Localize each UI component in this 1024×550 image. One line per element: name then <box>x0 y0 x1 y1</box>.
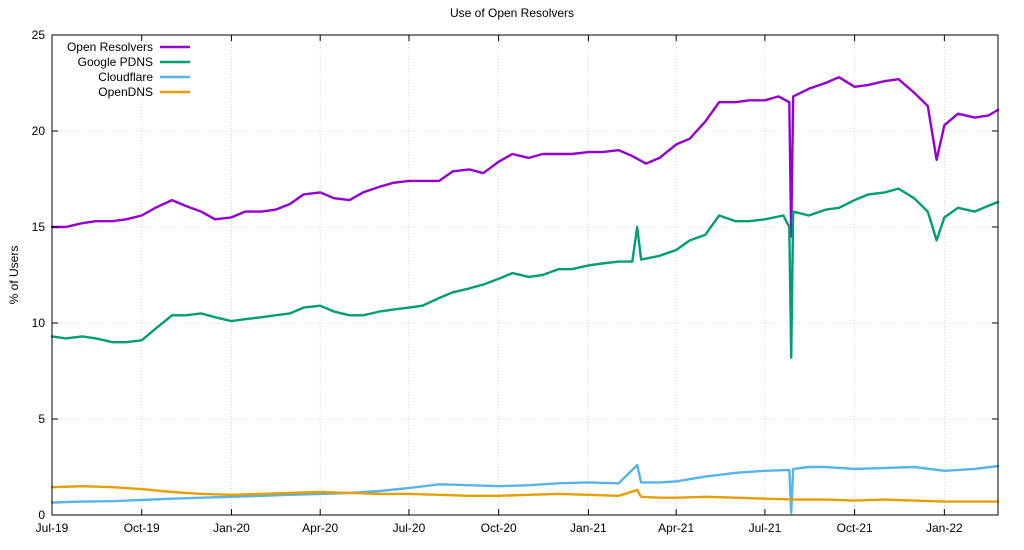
series-line-google-pdns <box>50 187 1000 359</box>
x-tick-label: Jul-19 <box>36 521 69 535</box>
legend-label: Cloudflare <box>98 70 153 84</box>
series-lines <box>50 76 1000 515</box>
series-line-open-resolvers <box>50 76 1000 238</box>
x-tick-label: Jul-21 <box>749 521 782 535</box>
y-tick-label: 25 <box>32 28 46 42</box>
legend-label: OpenDNS <box>98 85 153 99</box>
y-tick-label: 15 <box>32 220 46 234</box>
series-line-cloudflare <box>50 463 1000 515</box>
y-axis-label: % of Users <box>7 246 21 305</box>
x-tick-label: Apr-21 <box>658 521 694 535</box>
grid <box>52 35 998 515</box>
series-line-opendns <box>50 485 1000 503</box>
x-tick-label: Jan-22 <box>926 521 963 535</box>
x-tick-label: Oct-19 <box>124 521 160 535</box>
y-tick-label: 0 <box>38 508 45 522</box>
x-tick-label: Oct-20 <box>481 521 517 535</box>
legend-label: Google PDNS <box>78 55 153 69</box>
y-tick-label: 10 <box>32 316 46 330</box>
y-tick-label: 5 <box>38 412 45 426</box>
x-tick-label: Jan-20 <box>213 521 250 535</box>
x-tick-label: Apr-20 <box>302 521 338 535</box>
x-tick-label: Jul-20 <box>393 521 426 535</box>
legend-label: Open Resolvers <box>67 40 153 54</box>
chart-title: Use of Open Resolvers <box>450 6 574 20</box>
axis-ticks: 0 5 10 15 20 25 Jul-19 Oct-19 Jan-20 Apr-20 Jul-20… <box>32 28 998 535</box>
x-tick-label: Oct-21 <box>837 521 873 535</box>
plot-frame <box>51 34 999 516</box>
x-tick-label: Jan-21 <box>570 521 607 535</box>
y-tick-label: 20 <box>32 124 46 138</box>
